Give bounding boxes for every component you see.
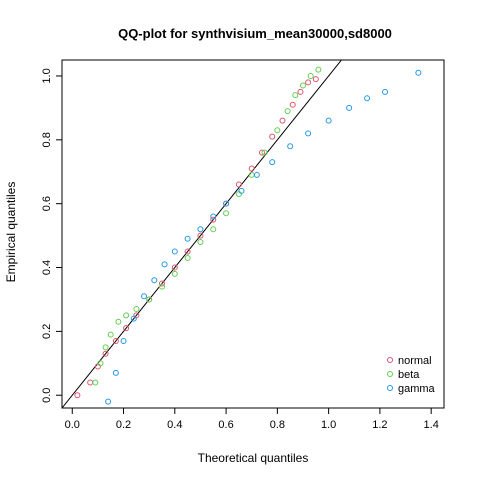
beta-point — [184, 254, 191, 261]
gamma-point — [171, 248, 178, 255]
beta-point — [92, 379, 99, 386]
gamma-point — [382, 88, 389, 95]
normal-point — [184, 248, 191, 255]
gamma-point — [238, 187, 245, 194]
gamma-point — [105, 398, 112, 405]
beta-point — [171, 270, 178, 277]
normal-point — [158, 280, 165, 287]
series-beta — [92, 66, 322, 386]
beta-point — [107, 331, 114, 338]
legend-label-normal: normal — [398, 355, 432, 367]
normal-point — [258, 149, 265, 156]
beta-point — [197, 238, 204, 245]
legend-label-beta: beta — [398, 369, 420, 381]
beta-point — [97, 360, 104, 367]
y-tick-label: 0.6 — [41, 196, 53, 211]
beta-point — [123, 312, 130, 319]
reference-line — [62, 60, 343, 408]
series-gamma — [105, 69, 422, 405]
x-axis-label: Theoretical quantiles — [198, 451, 309, 465]
gamma-point — [305, 130, 312, 137]
normal-point — [74, 392, 81, 399]
gamma-point — [287, 143, 294, 150]
x-tick-label: 1.4 — [424, 419, 439, 431]
y-axis-ticks: 0.0 0.2 0.4 0.6 0.8 1.0 — [41, 68, 62, 403]
gamma-point — [112, 369, 119, 376]
normal-point — [102, 350, 109, 357]
normal-point — [171, 264, 178, 271]
beta-point — [158, 283, 165, 290]
x-tick-label: 1.2 — [372, 419, 387, 431]
gamma-point — [415, 69, 422, 76]
y-tick-label: 1.0 — [41, 68, 53, 83]
beta-point — [115, 318, 122, 325]
normal-point — [112, 337, 119, 344]
y-tick-label: 0.2 — [41, 324, 53, 339]
beta-point — [133, 306, 140, 313]
normal-point — [235, 181, 242, 188]
x-tick-label: 1.0 — [321, 419, 336, 431]
beta-point — [315, 66, 322, 73]
beta-point — [223, 210, 230, 217]
legend-marker-gamma — [387, 385, 393, 391]
beta-point — [210, 226, 217, 233]
normal-point — [305, 79, 312, 86]
legend-marker-normal — [387, 357, 393, 363]
gamma-point — [184, 235, 191, 242]
beta-point — [146, 296, 153, 303]
gamma-point — [141, 293, 148, 300]
x-tick-label: 0.4 — [167, 419, 182, 431]
legend-marker-beta — [387, 371, 393, 377]
normal-point — [210, 216, 217, 223]
y-tick-label: 0.0 — [41, 388, 53, 403]
normal-point — [248, 165, 255, 172]
beta-point — [274, 127, 281, 134]
legend: normal beta gamma — [387, 355, 436, 395]
x-tick-label: 0.2 — [116, 419, 131, 431]
beta-point — [248, 171, 255, 178]
y-axis-label: Empirical quantiles — [4, 182, 18, 283]
legend-label-gamma: gamma — [398, 383, 436, 395]
gamma-point — [151, 277, 158, 284]
beta-point — [261, 149, 268, 156]
gamma-point — [161, 261, 168, 268]
x-tick-label: 0.0 — [65, 419, 80, 431]
plot-frame — [61, 59, 445, 409]
beta-point — [292, 92, 299, 99]
gamma-point — [325, 117, 332, 124]
normal-point — [123, 325, 130, 332]
x-tick-label: 0.6 — [218, 419, 233, 431]
y-tick-label: 0.8 — [41, 132, 53, 147]
normal-point — [87, 379, 94, 386]
y-tick-label: 0.4 — [41, 260, 53, 275]
normal-point — [312, 76, 319, 83]
gamma-point — [130, 315, 137, 322]
chart-title: QQ-plot for synthvisium_mean30000,sd8000 — [118, 26, 392, 41]
gamma-point — [364, 95, 371, 102]
gamma-point — [120, 337, 127, 344]
gamma-point — [210, 213, 217, 220]
series-normal — [74, 76, 319, 399]
beta-point — [307, 72, 314, 79]
beta-point — [284, 108, 291, 115]
x-tick-label: 0.8 — [270, 419, 285, 431]
beta-point — [299, 82, 306, 89]
gamma-point — [253, 171, 260, 178]
normal-point — [269, 133, 276, 140]
gamma-point — [269, 159, 276, 166]
x-axis-ticks: 0.0 0.2 0.4 0.6 0.8 1.0 1.2 1.4 — [65, 408, 439, 431]
normal-point — [289, 101, 296, 108]
gamma-point — [346, 104, 353, 111]
beta-point — [102, 344, 109, 351]
data-points — [74, 66, 422, 405]
normal-point — [279, 117, 286, 124]
normal-point — [197, 232, 204, 239]
normal-point — [297, 88, 304, 95]
gamma-point — [197, 226, 204, 233]
gamma-point — [223, 200, 230, 207]
